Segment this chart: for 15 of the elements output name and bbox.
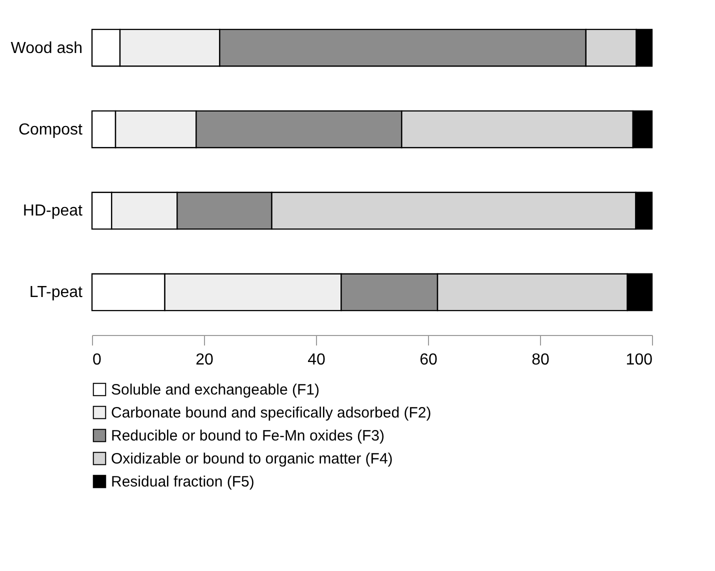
- x-tick-label: 0: [92, 352, 102, 368]
- y-tick-label: Compost: [18, 121, 84, 138]
- y-tick-label: LT-peat: [29, 284, 84, 302]
- y-tick-label: Wood ash: [10, 40, 82, 57]
- y-tick-label: HD-peat: [22, 202, 84, 220]
- x-tick-label: 100: [626, 352, 653, 368]
- legend-label: Oxidizable or bound to organic matter (F4): [111, 450, 393, 468]
- x-tick-label: 20: [196, 352, 214, 368]
- x-tick-label: 40: [308, 352, 326, 368]
- legend-label: Reducible or bound to Fe-Mn oxides (F3): [111, 428, 384, 444]
- legend-label: Soluble and exchangeable (F1): [111, 382, 320, 398]
- x-tick-label: 80: [532, 352, 550, 368]
- x-tick-label: 60: [420, 352, 438, 368]
- legend-label: Carbonate bound and specifically adsorbed (F2): [111, 404, 432, 422]
- legend-label: Residual fraction (F5): [111, 474, 254, 490]
